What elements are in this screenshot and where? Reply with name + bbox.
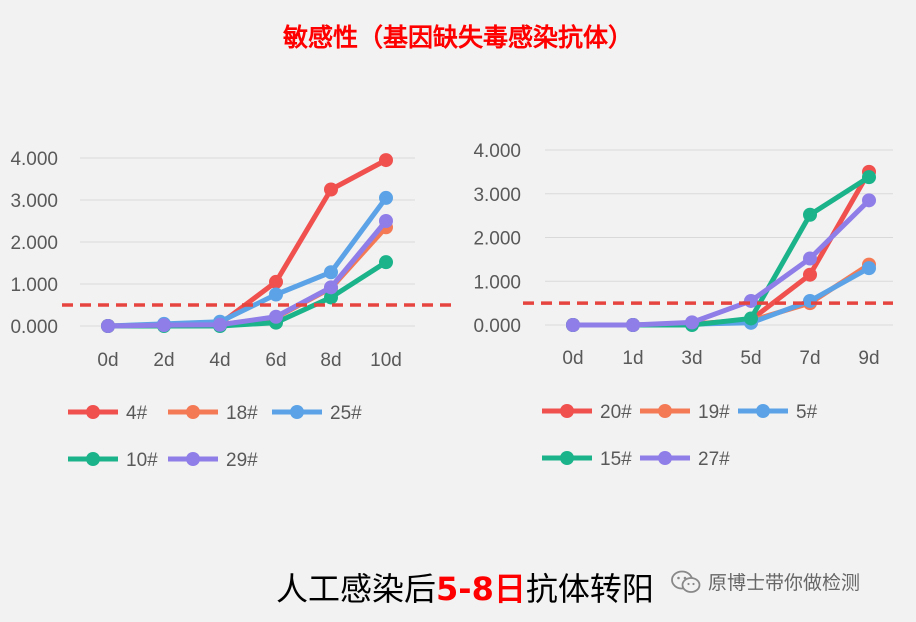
chart1-legend-marker-4#: [86, 405, 100, 419]
chart2-data-point-20#: [803, 267, 817, 282]
watermark-text: 原博士带你做检测: [708, 572, 861, 594]
chart1-x-tick-label: 2d: [153, 350, 174, 371]
chart2-data-point-27#: [803, 251, 817, 266]
chart1-y-tick-label: 3.000: [10, 191, 58, 212]
chart1-legend-label-29#: 29#: [226, 450, 258, 471]
chart2-legend-label-5#: 5#: [796, 402, 818, 423]
chart2-x-tick-label: 0d: [562, 348, 583, 369]
chart1-data-point-4#: [379, 153, 393, 168]
chart2-x-tick-label: 9d: [858, 348, 879, 369]
chart1-legend-marker-10#: [86, 452, 100, 466]
chart1-data-point-4#: [324, 182, 338, 197]
chart2-data-point-27#: [626, 318, 640, 332]
chart1-data-point-10#: [324, 290, 338, 305]
chart2-legend-marker-19#: [658, 404, 672, 418]
caption-suffix: 抗体转阳: [525, 570, 654, 608]
chart1-x-tick-label: 0d: [97, 350, 118, 371]
chart1-data-point-29#: [269, 309, 283, 324]
chart1-legend-marker-18#: [186, 405, 200, 419]
chart1-legend-label-10#: 10#: [126, 450, 158, 471]
chart2-y-tick-label: 4.000: [473, 141, 521, 162]
watermark: 原博士带你做检测: [670, 568, 860, 595]
chart1-x-tick-label: 6d: [265, 350, 286, 371]
wechat-icon: [671, 570, 701, 593]
chart1-data-point-29#: [101, 319, 115, 333]
chart1-data-point-25#: [379, 190, 393, 205]
chart2-data-point-15#: [862, 170, 876, 185]
chart1-data-point-29#: [379, 214, 393, 228]
chart2-data-point-27#: [685, 315, 699, 330]
chart1-data-point-25#: [269, 287, 283, 302]
caption: 人工感染后5-8日抗体转阳: [276, 564, 654, 610]
chart2-y-tick-label: 0.000: [473, 316, 521, 337]
chart2-data-point-5#: [803, 293, 817, 308]
chart2-legend-label-19#: 19#: [698, 402, 730, 423]
chart1-legend-label-4#: 4#: [126, 403, 148, 424]
chart2-x-tick-label: 5d: [740, 348, 761, 369]
chart2-data-point-27#: [566, 318, 580, 332]
chart2-legend-label-15#: 15#: [600, 449, 632, 470]
chart1-data-point-25#: [324, 265, 338, 280]
chart1-data-point-29#: [213, 317, 227, 332]
caption-highlight: 5-8日: [436, 570, 526, 608]
chart2-y-tick-label: 1.000: [473, 272, 521, 293]
chart1-y-tick-label: 0.000: [10, 317, 58, 338]
chart2-data-point-15#: [744, 311, 758, 326]
chart1-series-line-25#: [105, 195, 389, 329]
chart1-legend-label-25#: 25#: [330, 403, 362, 424]
chart1-x-tick-label: 8d: [320, 350, 341, 371]
chart1-data-point-29#: [324, 280, 338, 295]
caption-prefix: 人工感染后: [276, 570, 437, 608]
chart2-data-point-5#: [862, 261, 876, 276]
chart1-series-line-4#: [105, 157, 389, 329]
chart1-legend-marker-25#: [290, 405, 304, 419]
chart2-legend-marker-27#: [658, 451, 672, 465]
chart1-data-point-29#: [157, 318, 171, 333]
chart2-data-point-27#: [862, 193, 876, 208]
chart2-y-tick-label: 3.000: [473, 185, 521, 206]
chart2-y-tick-label: 2.000: [473, 229, 521, 250]
chart2-series-line-27#: [570, 197, 872, 328]
chart2-legend-marker-15#: [560, 451, 574, 465]
chart2-legend-marker-5#: [756, 404, 770, 418]
chart1-x-tick-label: 10d: [370, 350, 402, 371]
chart2-data-point-15#: [803, 207, 817, 222]
chart1-y-tick-label: 4.000: [10, 149, 58, 170]
chart-title: 敏感性（基因缺失毒感染抗体）: [282, 23, 633, 52]
charts-canvas: 0.000 1.000 2.000 3.000 4.000 0d 2d 4d 6d 8d 10d 4#…: [10, 141, 893, 471]
chart2-legend-label-20#: 20#: [600, 402, 632, 423]
chart1-series-line-29#: [105, 218, 389, 329]
chart2-x-tick-label: 7d: [799, 348, 820, 369]
chart2-legend-label-27#: 27#: [698, 449, 730, 470]
chart1-legend-label-18#: 18#: [226, 403, 258, 424]
chart1-data-point-4#: [269, 274, 283, 289]
chart1-y-tick-label: 2.000: [10, 233, 58, 254]
chart1-y-tick-label: 1.000: [10, 275, 58, 296]
chart1-legend-marker-29#: [186, 452, 200, 466]
chart1-x-tick-label: 4d: [209, 350, 230, 371]
chart2-x-tick-label: 3d: [681, 348, 702, 369]
chart1-data-point-10#: [379, 255, 393, 270]
chart2-data-point-27#: [744, 293, 758, 308]
chart2-x-tick-label: 1d: [622, 348, 643, 369]
chart2-legend-marker-20#: [560, 404, 574, 418]
